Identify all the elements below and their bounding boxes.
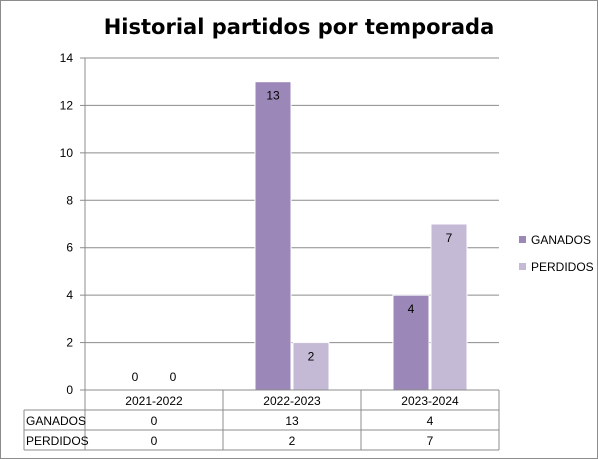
x-tick-label: 2021-2022 [125, 394, 183, 408]
table-cell: 0 [151, 414, 158, 428]
data-label: 4 [408, 302, 415, 316]
y-tick-label: 0 [66, 383, 73, 397]
y-tick-label: 10 [60, 146, 74, 160]
chart-title: Historial partidos por temporada [103, 15, 495, 39]
x-tick-label: 2022-2023 [263, 394, 321, 408]
data-label: 2 [308, 350, 315, 364]
data-label: 0 [170, 370, 177, 384]
legend: GANADOS PERDIDOS [519, 231, 594, 285]
y-tick-label: 8 [66, 193, 73, 207]
data-label: 0 [132, 370, 139, 384]
y-tick-label: 2 [66, 336, 73, 350]
x-tick-label: 2023-2024 [401, 394, 459, 408]
legend-swatch [519, 263, 526, 271]
table-cell: 0 [151, 434, 158, 448]
bar [254, 81, 292, 391]
y-tick-label: 14 [60, 51, 74, 65]
table-cell: 13 [285, 414, 299, 428]
data-label: 13 [266, 89, 280, 103]
table-cell: 4 [427, 414, 434, 428]
legend-item: GANADOS [519, 231, 594, 247]
y-tick-label: 4 [66, 288, 73, 302]
legend-swatch [519, 236, 526, 244]
legend-label: GANADOS [531, 232, 592, 247]
table-series-label: PERDIDOS [26, 434, 89, 448]
legend-item: PERDIDOS [519, 258, 594, 274]
data-label: 7 [446, 231, 453, 245]
y-tick-label: 6 [66, 241, 73, 255]
table-cell: 2 [289, 434, 296, 448]
legend-label: PERDIDOS [531, 259, 594, 274]
table-series-label: GANADOS [26, 414, 86, 428]
bar [392, 294, 430, 391]
table-cell: 7 [427, 434, 434, 448]
bar [430, 223, 468, 391]
y-tick-label: 12 [60, 98, 74, 112]
